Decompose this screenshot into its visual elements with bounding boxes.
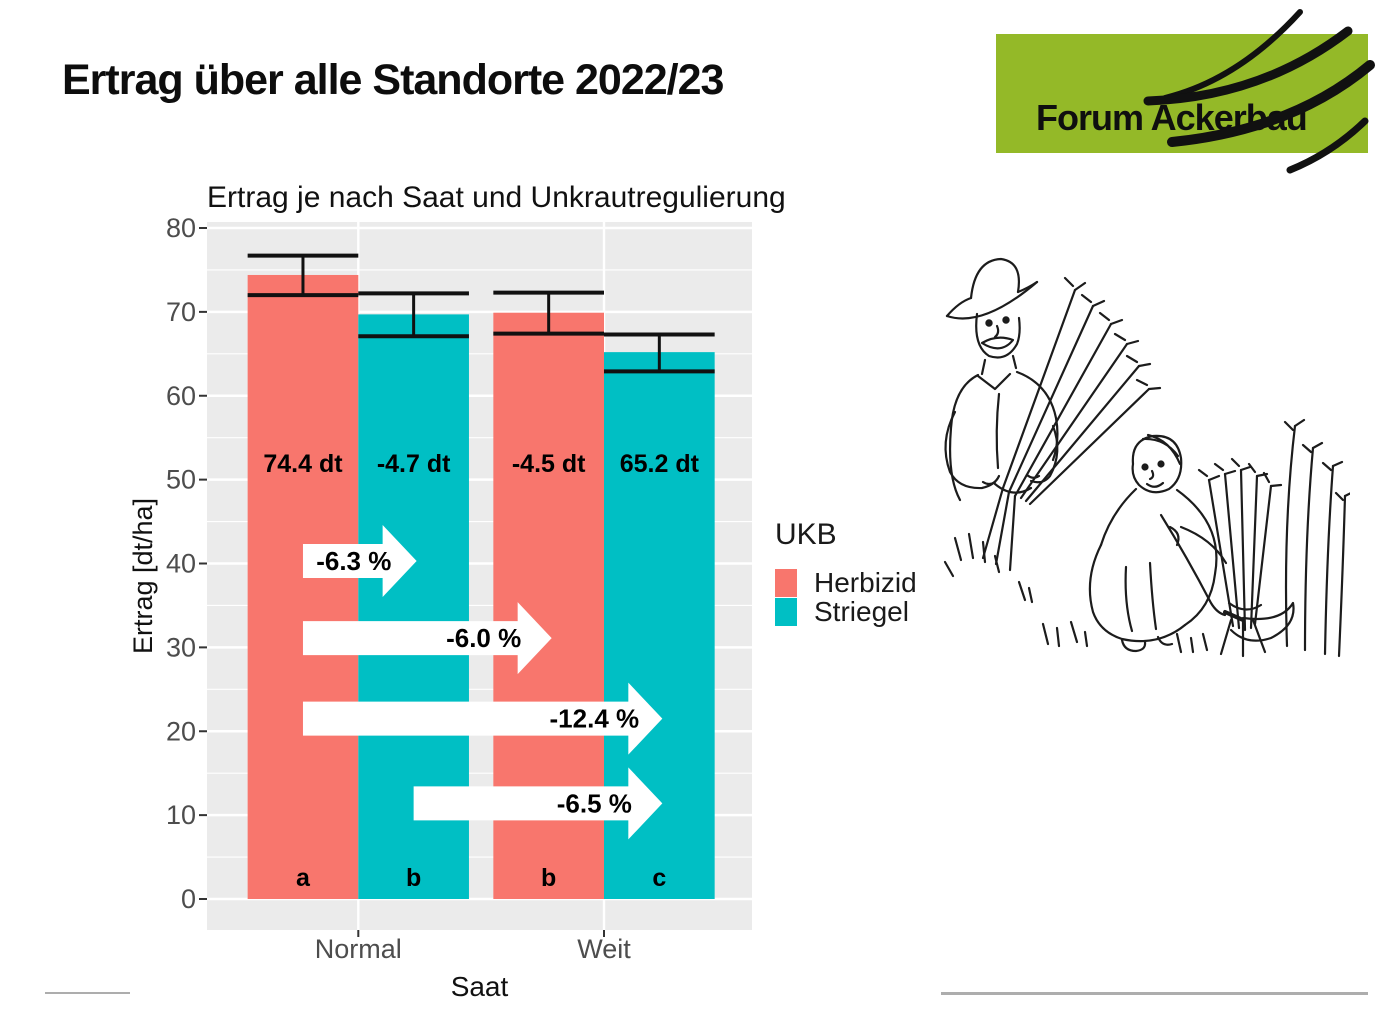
legend-item-herbizid: Herbizid — [775, 568, 917, 597]
arrow-label: -6.5 % — [557, 788, 632, 818]
y-tick-label: 70 — [166, 297, 196, 327]
x-tick-label: Weit — [577, 934, 631, 964]
y-tick-label: 0 — [181, 884, 196, 914]
arrow-2 — [302, 602, 552, 675]
footer-rule-right — [941, 992, 1368, 995]
arrow-1 — [302, 524, 417, 597]
man-eye — [985, 319, 993, 327]
y-tick-label: 80 — [166, 213, 196, 243]
bar-label: 74.4 dt — [263, 450, 343, 478]
arrow-label: -6.3 % — [316, 546, 391, 576]
legend-label: Herbizid — [814, 567, 917, 598]
bar-label: -4.5 dt — [512, 450, 586, 478]
bar-normal-herbizid — [247, 274, 359, 900]
footer-rule-left — [45, 992, 130, 994]
arrow-label: -12.4 % — [550, 704, 640, 734]
man-eye — [1002, 316, 1010, 324]
x-axis-title: Saat — [451, 971, 509, 1002]
legend-item-striegel: Striegel — [775, 597, 917, 626]
harvest-illustration — [943, 257, 1350, 658]
y-tick-label: 60 — [166, 381, 196, 411]
y-tick-label: 20 — [166, 716, 196, 746]
woman-eye — [1141, 463, 1149, 471]
significance-letter: c — [652, 864, 666, 892]
page-title: Ertrag über alle Standorte 2022/23 — [62, 56, 724, 104]
legend-label: Striegel — [814, 596, 909, 627]
significance-letter: b — [406, 864, 421, 892]
woman-eye — [1157, 460, 1165, 468]
herbizid-swatch — [775, 568, 797, 597]
chart-title: Ertrag je nach Saat und Unkrautregulieru… — [207, 181, 786, 214]
x-tick-label: Normal — [315, 934, 402, 964]
bar-label: -4.7 dt — [377, 450, 451, 478]
y-tick-label: 40 — [166, 549, 196, 579]
sickle-icon — [1229, 601, 1295, 642]
y-axis-title: Ertrag [dt/ha] — [128, 498, 158, 654]
man-mustache — [980, 336, 1015, 350]
y-tick-label: 30 — [166, 632, 196, 662]
significance-letter: b — [541, 864, 556, 892]
man-hat-crown — [969, 257, 1020, 300]
legend-title: UKB — [775, 518, 837, 551]
arrow-3 — [302, 682, 663, 755]
y-tick-label: 10 — [166, 800, 196, 830]
significance-letter: a — [296, 864, 311, 892]
striegel-swatch — [775, 597, 797, 626]
arrow-4 — [413, 767, 663, 840]
chart-legend: UKB Herbizid Striegel — [775, 518, 917, 626]
y-tick-label: 50 — [166, 465, 196, 495]
arrow-label: -6.0 % — [446, 623, 521, 653]
man-hat-brim — [945, 280, 1039, 320]
bar-label: 65.2 dt — [620, 450, 700, 478]
